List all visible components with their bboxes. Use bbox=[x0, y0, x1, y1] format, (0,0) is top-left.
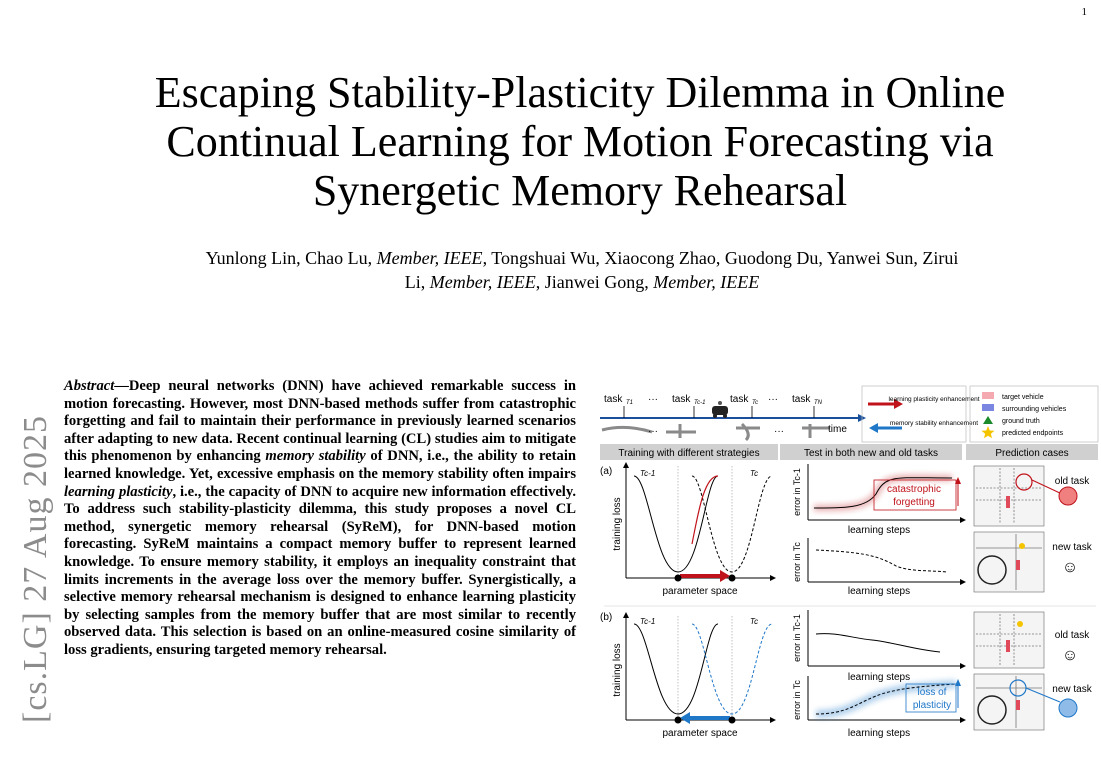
page-number: 1 bbox=[1081, 6, 1088, 18]
training-loss-label: training loss bbox=[612, 643, 623, 696]
author-list: Yunlong Lin, Chao Lu, Member, IEEE, Tong… bbox=[92, 246, 1072, 294]
error-new-label: error in Tc bbox=[792, 680, 802, 720]
error-new-label: error in Tc bbox=[792, 542, 802, 582]
overview-figure: task T1 ··· task Tc-1 task Tc ··· task T… bbox=[596, 384, 1100, 744]
learning-steps-label: learning steps bbox=[848, 672, 910, 683]
tc-label: Tc bbox=[750, 617, 758, 626]
old-task-label: old task bbox=[1055, 630, 1090, 641]
legend-surrounding-vehicles: surrounding vehicles bbox=[1002, 406, 1067, 413]
parameter-space-label: parameter space bbox=[662, 586, 737, 597]
target-vehicle-icon bbox=[982, 392, 994, 399]
authors-text: , Jianwei Gong, bbox=[535, 272, 654, 292]
learning-steps-label: learning steps bbox=[848, 728, 910, 739]
forgetting-label: forgetting bbox=[893, 497, 935, 508]
task-subscript: Tc-1 bbox=[694, 400, 705, 406]
robot-car-icon bbox=[712, 401, 728, 418]
prediction-legend: target vehicle surrounding vehicles grou… bbox=[969, 385, 1099, 443]
ellipsis: ··· bbox=[774, 426, 784, 437]
authors-text: Yunlong Lin, Chao Lu, bbox=[205, 248, 377, 268]
sad-face-icon bbox=[1058, 698, 1078, 718]
task-label: task bbox=[672, 394, 691, 405]
header-test: Test in both new and old tasks bbox=[804, 448, 938, 459]
error-old-label: error in Tc-1 bbox=[792, 468, 802, 516]
surrounding-vehicles-icon bbox=[982, 404, 994, 411]
task-subscript: T1 bbox=[626, 400, 633, 406]
authors-text: Li, bbox=[404, 272, 430, 292]
abstract-emphasis: learning plasticity bbox=[64, 483, 173, 500]
title-line-3: Synergetic Memory Rehearsal bbox=[312, 166, 848, 215]
legend-target-vehicle: target vehicle bbox=[1002, 394, 1044, 401]
author-affiliation: Member, IEEE bbox=[653, 272, 760, 292]
task-subscript: TN bbox=[814, 400, 823, 406]
panel-a: (a) training loss Tc-1 Tc parameter spac… bbox=[600, 462, 1093, 597]
abstract-text: of DNN, i.e., the ability to retain lear… bbox=[64, 448, 576, 482]
new-task-label: new task bbox=[1052, 684, 1092, 695]
error-old-label: error in Tc-1 bbox=[792, 614, 802, 662]
plasticity-label: plasticity bbox=[913, 700, 951, 711]
happy-face-icon: ☺ bbox=[1062, 647, 1078, 664]
loss-of-label: loss of bbox=[918, 687, 947, 698]
tc-1-label: Tc-1 bbox=[640, 617, 655, 626]
stability-shift-arrow bbox=[680, 712, 690, 724]
arxiv-stamp: [cs.LG] 27 Aug 2025 bbox=[17, 415, 54, 723]
learning-steps-label: learning steps bbox=[848, 525, 910, 536]
happy-face-icon: ☺ bbox=[1062, 559, 1078, 576]
task-label: task bbox=[792, 394, 811, 405]
legend-plasticity: learning plasticity enhancement bbox=[888, 396, 979, 403]
training-loss-label: training loss bbox=[612, 497, 623, 550]
learning-steps-label: learning steps bbox=[848, 586, 910, 597]
header-prediction: Prediction cases bbox=[995, 448, 1068, 459]
title-line-2: Continual Learning for Motion Forecastin… bbox=[166, 117, 994, 166]
panel-b-label: (b) bbox=[600, 612, 612, 623]
abstract-label: Abstract bbox=[64, 378, 115, 394]
author-affiliation: Member, IEEE bbox=[376, 248, 483, 268]
time-label: time bbox=[828, 424, 847, 435]
sad-face-icon bbox=[1058, 486, 1078, 506]
tc-1-label: Tc-1 bbox=[640, 469, 655, 478]
ground-truth-icon bbox=[983, 416, 993, 424]
task-timeline: task T1 ··· task Tc-1 task Tc ··· task T… bbox=[600, 394, 866, 442]
paper-title: Escaping Stability-Plasticity Dilemma in… bbox=[60, 68, 1100, 215]
figure-svg: task T1 ··· task Tc-1 task Tc ··· task T… bbox=[600, 385, 1099, 739]
abstract-text: , i.e., the capacity of DNN to acquire n… bbox=[64, 483, 576, 658]
ellipsis: ··· bbox=[768, 394, 778, 405]
title-line-1: Escaping Stability-Plasticity Dilemma in… bbox=[154, 68, 1006, 117]
legend-predicted-endpoints: predicted endpoints bbox=[1002, 430, 1064, 437]
abstract-text: —Deep neural networks (DNN) have achieve… bbox=[64, 378, 576, 465]
abstract: Abstract—Deep neural networks (DNN) have… bbox=[64, 378, 576, 660]
ellipsis: ··· bbox=[648, 426, 658, 437]
new-task-label: new task bbox=[1052, 542, 1092, 553]
stability-arrow-icon bbox=[869, 423, 878, 433]
plasticity-arrow-icon bbox=[894, 399, 903, 409]
strategy-legend: learning plasticity enhancement memory s… bbox=[861, 385, 980, 443]
predicted-endpoint-icon bbox=[981, 426, 995, 439]
parameter-space-label: parameter space bbox=[662, 728, 737, 739]
prediction-map-new-b bbox=[973, 673, 1045, 731]
section-headers: Training with different strategies Test … bbox=[600, 444, 1098, 460]
road-scene-thumbnails bbox=[601, 422, 830, 442]
author-affiliation: Member, IEEE bbox=[429, 272, 536, 292]
task-label: task bbox=[730, 394, 749, 405]
prediction-map-old bbox=[973, 465, 1045, 527]
panel-b: (b) training loss Tc-1 Tc parameter spac… bbox=[600, 610, 1093, 739]
panel-a-label: (a) bbox=[600, 466, 612, 477]
catastrophic-label: catastrophic bbox=[887, 484, 941, 495]
task-label: task bbox=[604, 394, 623, 405]
prediction-map-new bbox=[973, 531, 1045, 593]
legend-stability: memory stability enhancement bbox=[890, 420, 978, 427]
ellipsis: ··· bbox=[648, 394, 658, 405]
legend-ground-truth: ground truth bbox=[1002, 418, 1040, 425]
tc-label: Tc bbox=[750, 469, 758, 478]
authors-text: , Tongshuai Wu, Xiaocong Zhao, Guodong D… bbox=[482, 248, 959, 268]
abstract-emphasis: memory stability bbox=[265, 448, 366, 465]
header-training: Training with different strategies bbox=[618, 448, 759, 459]
task-subscript: Tc bbox=[752, 400, 758, 406]
old-task-label: old task bbox=[1055, 476, 1090, 487]
plasticity-shift-arrow bbox=[720, 570, 730, 582]
prediction-map-old-b bbox=[973, 611, 1045, 669]
